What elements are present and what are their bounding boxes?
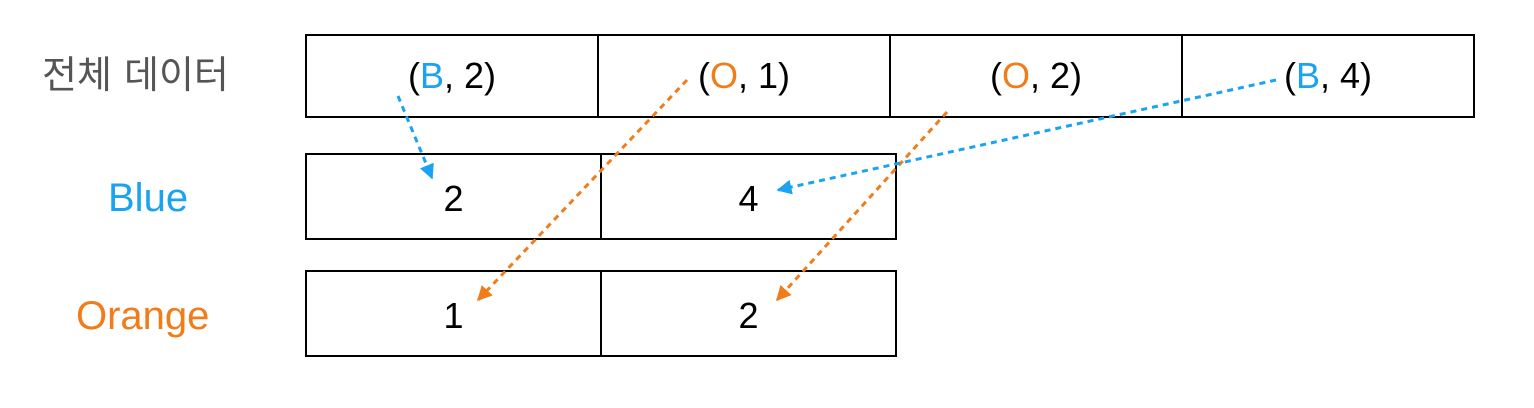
orange-cell-2: 2 <box>600 270 897 357</box>
paren-open: ( <box>407 55 420 96</box>
cell-rest: , 2) <box>1030 55 1083 96</box>
cell-rest: , 4) <box>1320 55 1373 96</box>
blue-row: 2 4 <box>305 153 897 240</box>
paren-open: ( <box>1283 55 1296 96</box>
blue-cell-1: 2 <box>305 153 602 240</box>
all-data-label: 전체 데이터 <box>42 53 229 97</box>
all-data-cell-1: (B, 2) <box>305 34 599 118</box>
cell-key: O <box>709 55 738 96</box>
cell-rest: , 1) <box>738 55 791 96</box>
orange-cell-1: 1 <box>305 270 602 357</box>
cell-rest: , 2) <box>444 55 497 96</box>
blue-cell-2: 4 <box>600 153 897 240</box>
cell-key: B <box>1295 55 1320 96</box>
cell-key: B <box>419 55 444 96</box>
cell-key: O <box>1001 55 1030 96</box>
all-data-cell-2: (O, 1) <box>597 34 891 118</box>
blue-label: Blue <box>108 176 189 220</box>
all-data-row: (B, 2) (O, 1) (O, 2) (B, 4) <box>305 34 1475 118</box>
all-data-cell-3: (O, 2) <box>889 34 1183 118</box>
paren-open: ( <box>697 55 710 96</box>
orange-row: 1 2 <box>305 270 897 357</box>
paren-open: ( <box>989 55 1002 96</box>
orange-label: Orange <box>76 294 210 338</box>
all-data-cell-4: (B, 4) <box>1181 34 1475 118</box>
